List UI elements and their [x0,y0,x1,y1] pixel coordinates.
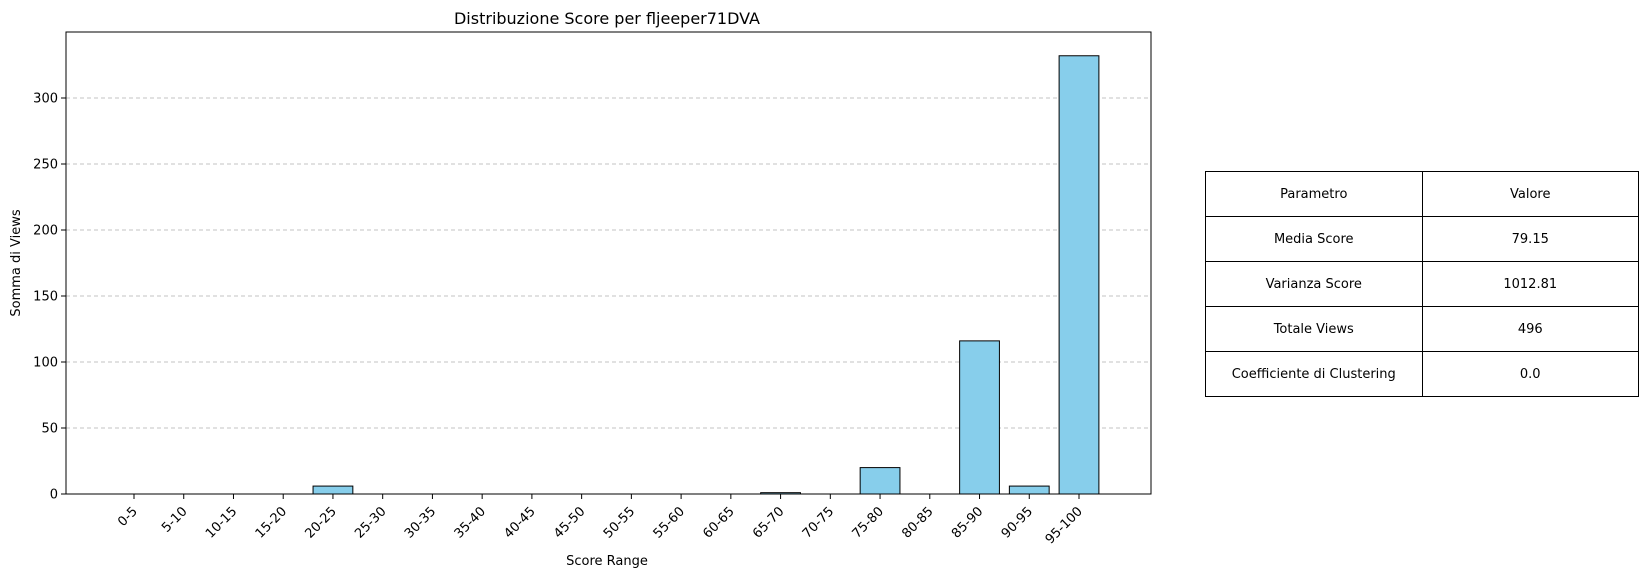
bar [959,340,1000,495]
x-tick-label: 0-5 [115,504,141,530]
y-tick-label: 200 [33,224,58,239]
x-tick-label: 95-100 [1043,504,1086,547]
y-tick-label: 300 [33,92,58,107]
x-axis: 0-5 5-10 10-15 15-20 20-25 25-30 30-35 35-40 40-… [115,494,1086,547]
table-header-cell: Valore [1421,171,1639,217]
plot-frame [65,31,1152,495]
table-row: Varianza Score 1012.81 [1205,261,1639,307]
x-tick-label: 60-65 [700,504,737,541]
table-header-row: Parametro Valore [1205,171,1639,217]
x-tick-label: 90-95 [999,504,1036,541]
stats-table: Parametro Valore Media Score 79.15 Varia… [1205,171,1639,397]
y-tick-label: 250 [33,158,58,173]
x-tick-label: 15-20 [253,504,290,541]
table-cell: Totale Views [1205,306,1423,352]
table-cell: Varianza Score [1205,261,1423,307]
table-cell: Media Score [1205,216,1423,262]
table-row: Totale Views 496 [1205,306,1639,352]
x-axis-label: Score Range [566,554,648,569]
x-tick-label: 25-30 [352,504,389,541]
y-tick-label: 100 [33,356,58,371]
x-tick-label: 45-50 [551,504,588,541]
x-tick-label: 75-80 [850,504,887,541]
chart-title: Distribuzione Score per fljeeper71DVA [454,9,760,28]
x-tick-label: 80-85 [899,504,936,541]
x-tick-label: 65-70 [750,504,787,541]
y-axis: 0 50 100 150 200 250 300 [33,92,66,503]
x-tick-label: 20-25 [302,504,339,541]
table-cell: 0.0 [1421,351,1639,397]
bars [312,55,1100,495]
x-tick-label: 85-90 [949,504,986,541]
bar [1058,55,1100,495]
x-tick-label: 10-15 [203,504,240,541]
y-axis-label: Somma di Views [9,209,24,316]
table-row: Coefficiente di Clustering 0.0 [1205,351,1639,397]
table-header-cell: Parametro [1205,171,1423,217]
table-cell: 79.15 [1421,216,1639,262]
table-cell: 496 [1421,306,1639,352]
bar [1008,485,1050,495]
y-tick-label: 150 [33,290,58,305]
y-tick-label: 0 [50,488,58,503]
x-tick-label: 40-45 [501,504,538,541]
x-tick-label: 35-40 [452,504,489,541]
x-tick-label: 55-60 [651,504,688,541]
bar [859,467,901,495]
x-tick-label: 30-35 [402,504,439,541]
x-tick-label: 50-55 [601,504,638,541]
x-tick-label: 5-10 [159,504,190,535]
table-cell: Coefficiente di Clustering [1205,351,1423,397]
table-cell: 1012.81 [1421,261,1639,307]
bar [312,485,354,495]
table-row: Media Score 79.15 [1205,216,1639,262]
x-tick-label: 70-75 [800,504,837,541]
y-tick-label: 50 [41,422,58,437]
